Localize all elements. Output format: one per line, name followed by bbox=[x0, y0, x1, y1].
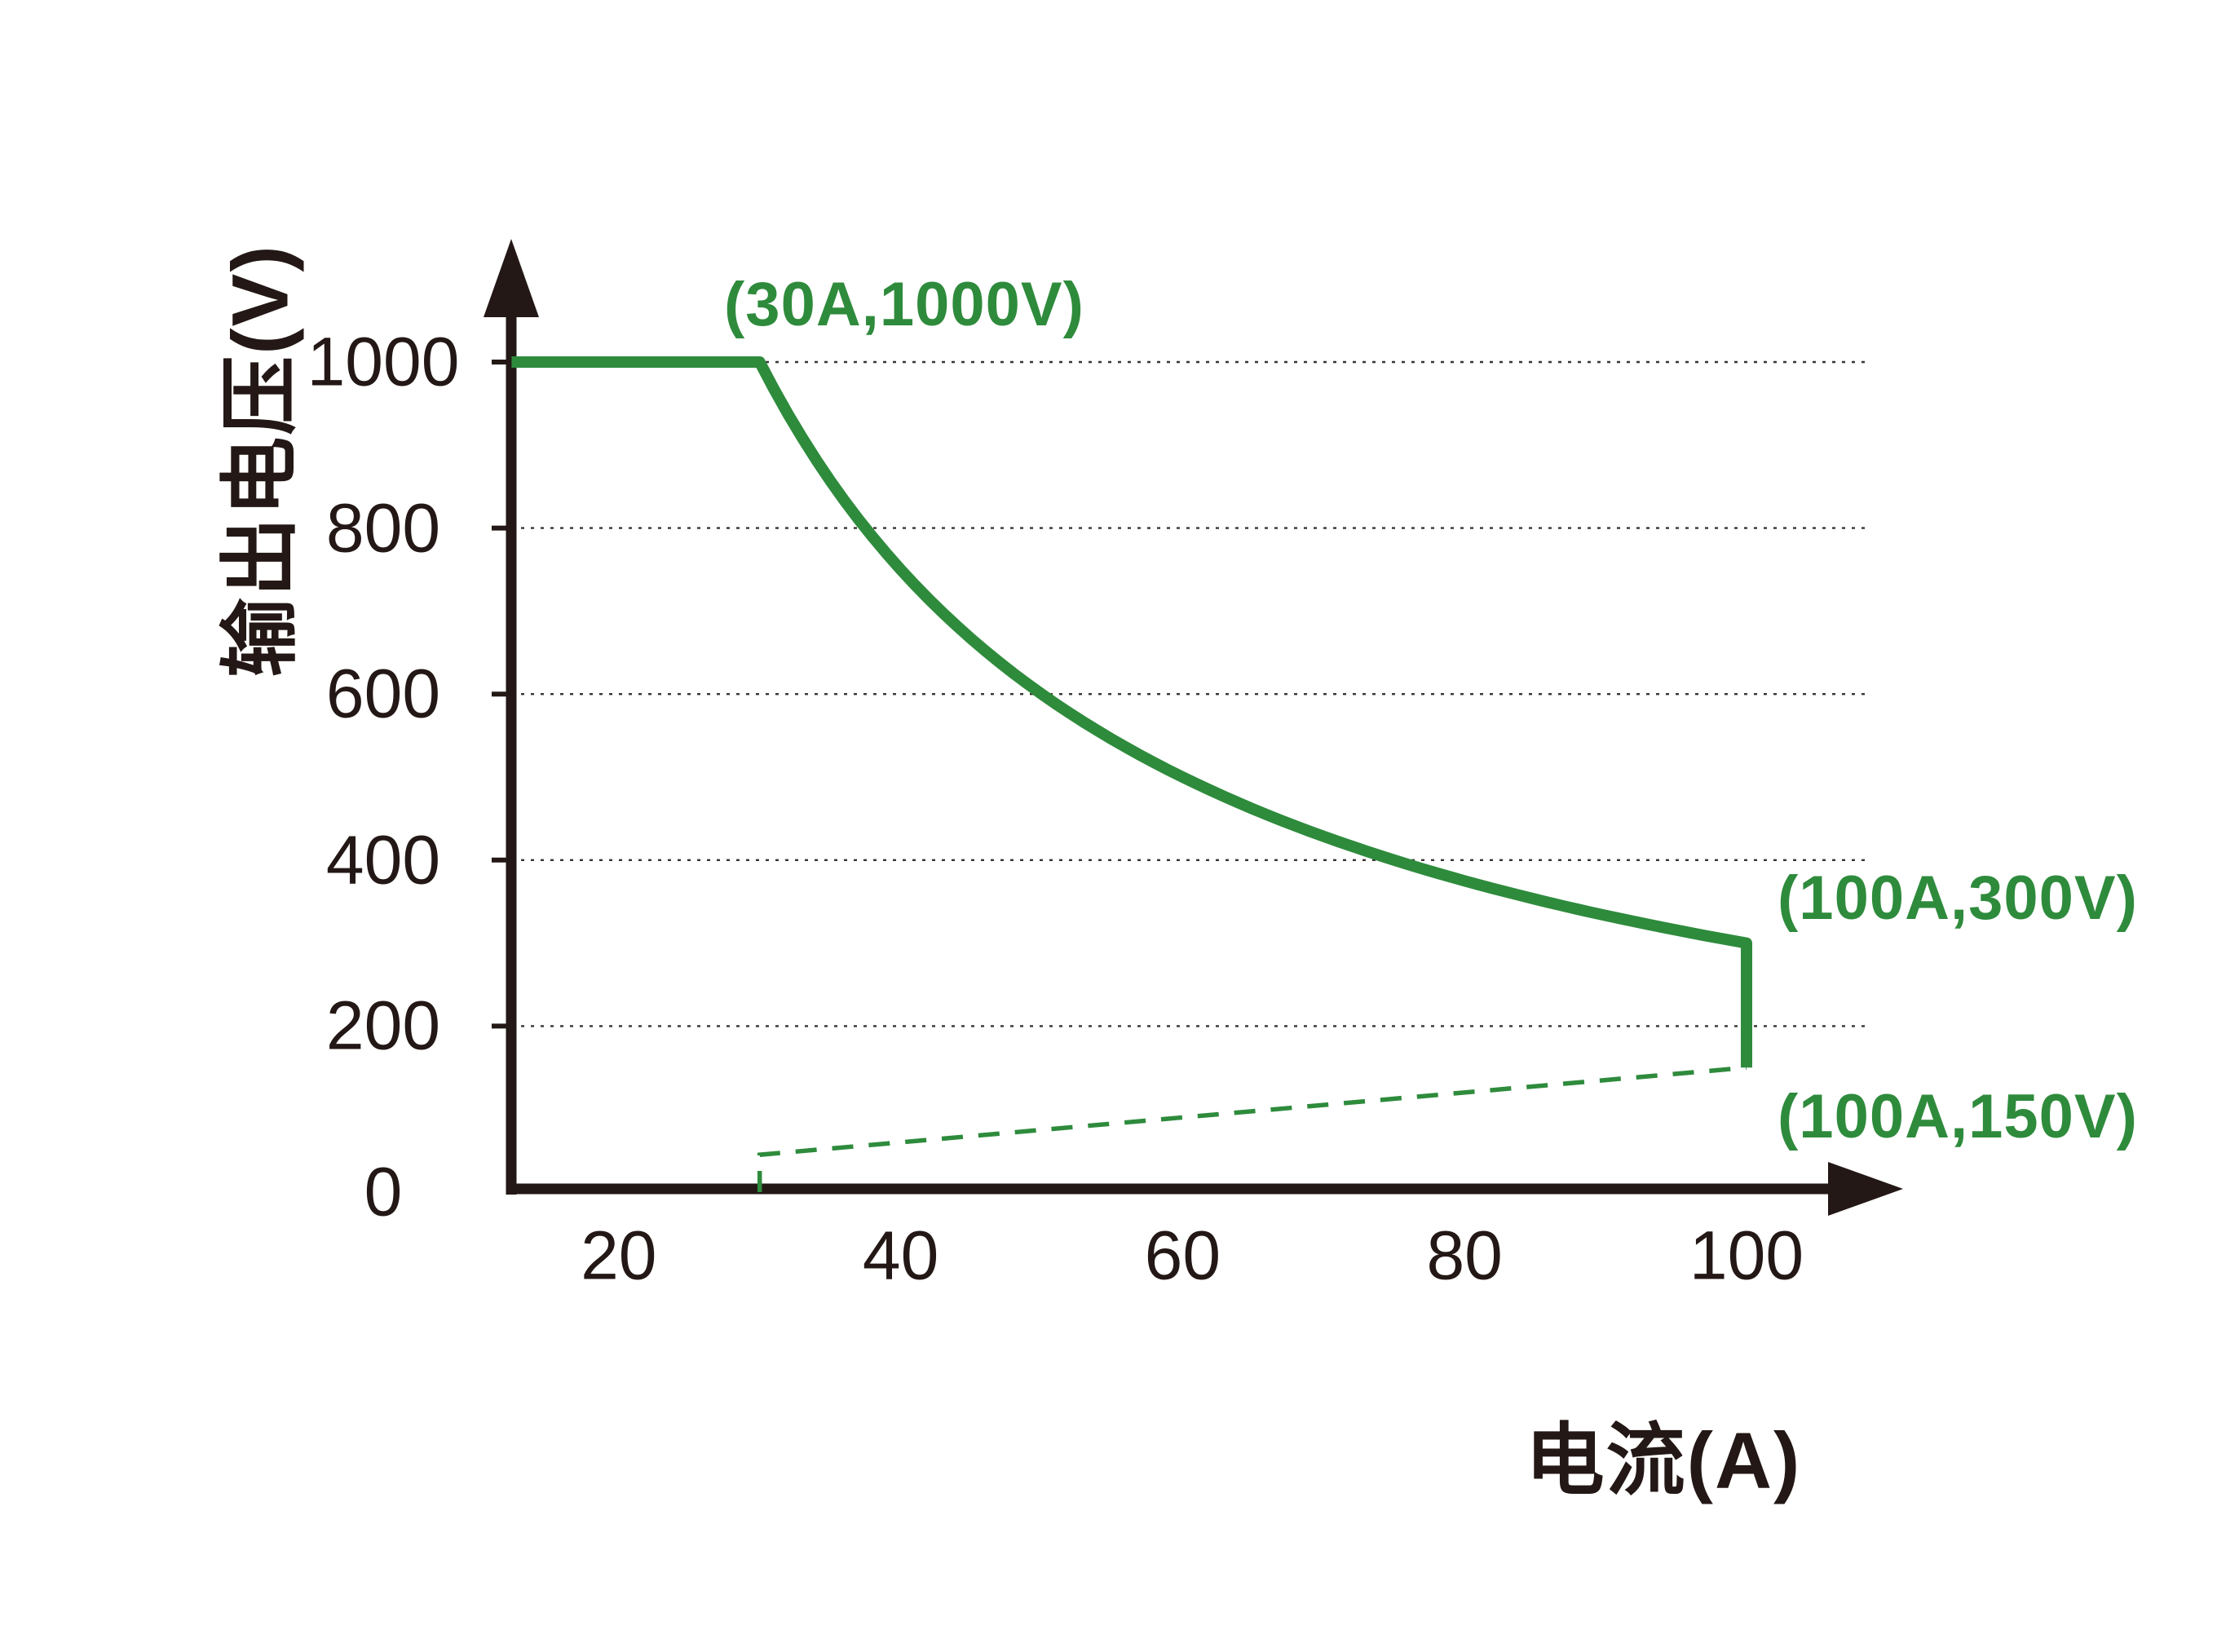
output-voltage-limit bbox=[511, 356, 1752, 1068]
annotation-100a-300v: (100A,300V) bbox=[1778, 864, 2138, 933]
x-tick-label-40: 40 bbox=[862, 1217, 939, 1294]
x-tick-label-60: 60 bbox=[1144, 1217, 1221, 1294]
y-tick-label-0: 0 bbox=[364, 1153, 403, 1230]
x-axis-arrow-icon bbox=[1828, 1162, 1903, 1216]
lower-voltage-boundary bbox=[757, 1065, 1747, 1192]
x-tick-label-80: 80 bbox=[1426, 1217, 1503, 1294]
y-axis-arrow-icon bbox=[484, 239, 539, 317]
y-tick-label-800: 800 bbox=[325, 489, 441, 567]
y-tick-label-400: 400 bbox=[325, 821, 441, 899]
x-tick-label-100: 100 bbox=[1689, 1217, 1804, 1294]
y-tick-label-200: 200 bbox=[325, 987, 441, 1064]
x-tick-label-20: 20 bbox=[581, 1217, 657, 1294]
x-axis-title: 电流(A) bbox=[1525, 1416, 1802, 1505]
annotation-30a-1000v: (30A,1000V) bbox=[724, 270, 1084, 339]
y-tick-label-600: 600 bbox=[325, 655, 441, 732]
annotation-100a-150v: (100A,150V) bbox=[1778, 1082, 2138, 1151]
y-axis-title: 输出电压(V) bbox=[215, 244, 305, 678]
y-tick-label-1000: 1000 bbox=[307, 323, 460, 400]
